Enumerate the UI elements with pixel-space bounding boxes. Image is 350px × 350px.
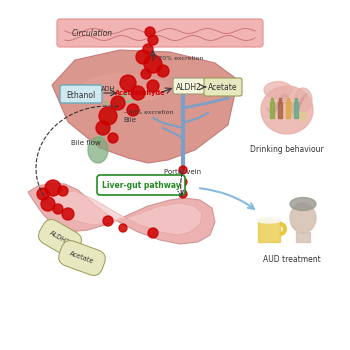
Circle shape: [45, 180, 61, 196]
Text: Circulation: Circulation: [72, 29, 113, 38]
Text: Liver-gut pathway: Liver-gut pathway: [102, 182, 180, 190]
Circle shape: [143, 44, 153, 54]
Text: Ethanol: Ethanol: [66, 91, 96, 99]
Circle shape: [179, 166, 187, 174]
Circle shape: [179, 178, 187, 186]
FancyBboxPatch shape: [173, 78, 205, 94]
Text: Acetate: Acetate: [69, 251, 95, 265]
Circle shape: [37, 188, 49, 200]
Text: Drinking behaviour: Drinking behaviour: [250, 146, 324, 154]
Circle shape: [148, 35, 158, 45]
Ellipse shape: [294, 88, 312, 112]
Ellipse shape: [88, 137, 108, 163]
Circle shape: [53, 204, 63, 214]
Circle shape: [108, 133, 118, 143]
Text: Bile: Bile: [124, 117, 136, 123]
Text: ~70% excretion: ~70% excretion: [153, 56, 203, 61]
Circle shape: [96, 121, 110, 135]
Ellipse shape: [261, 86, 313, 134]
Bar: [286, 102, 290, 118]
Circle shape: [147, 80, 159, 92]
Circle shape: [127, 104, 139, 116]
Polygon shape: [48, 191, 202, 235]
Circle shape: [148, 228, 158, 238]
Text: Portal vein: Portal vein: [164, 169, 202, 175]
Bar: [295, 98, 297, 102]
Circle shape: [41, 197, 55, 211]
Text: ~30% excretion: ~30% excretion: [123, 110, 173, 114]
Circle shape: [136, 50, 150, 64]
Text: ALDH2: ALDH2: [176, 83, 202, 91]
FancyBboxPatch shape: [60, 85, 102, 103]
Polygon shape: [299, 112, 307, 122]
Circle shape: [179, 190, 187, 198]
FancyBboxPatch shape: [204, 78, 242, 96]
Bar: [279, 98, 281, 102]
Circle shape: [111, 96, 125, 110]
Text: ADH: ADH: [101, 86, 115, 92]
FancyBboxPatch shape: [57, 19, 263, 47]
Bar: [258, 220, 280, 242]
Bar: [278, 102, 282, 118]
Text: Bile flow: Bile flow: [71, 140, 101, 146]
Circle shape: [141, 69, 151, 79]
Text: Acetate: Acetate: [208, 84, 238, 92]
Text: Acetaldehyde: Acetaldehyde: [115, 90, 165, 96]
Bar: [294, 102, 298, 118]
Text: ALDH2: ALDH2: [49, 230, 71, 246]
FancyBboxPatch shape: [97, 175, 185, 195]
Bar: [271, 98, 273, 102]
Ellipse shape: [264, 82, 292, 98]
Circle shape: [99, 107, 117, 125]
Bar: [296, 232, 310, 242]
Bar: [270, 102, 274, 118]
Text: AUD treatment: AUD treatment: [263, 256, 321, 265]
Polygon shape: [52, 50, 238, 163]
Ellipse shape: [257, 217, 281, 223]
Circle shape: [58, 186, 68, 196]
Ellipse shape: [290, 197, 316, 210]
Circle shape: [119, 224, 127, 232]
Circle shape: [144, 55, 162, 73]
Circle shape: [120, 75, 136, 91]
Circle shape: [131, 86, 145, 100]
Polygon shape: [28, 183, 215, 244]
Circle shape: [157, 65, 169, 77]
Ellipse shape: [290, 203, 316, 233]
Circle shape: [62, 208, 74, 220]
Ellipse shape: [83, 74, 168, 102]
Circle shape: [145, 27, 155, 37]
Circle shape: [103, 216, 113, 226]
Bar: [287, 98, 289, 102]
